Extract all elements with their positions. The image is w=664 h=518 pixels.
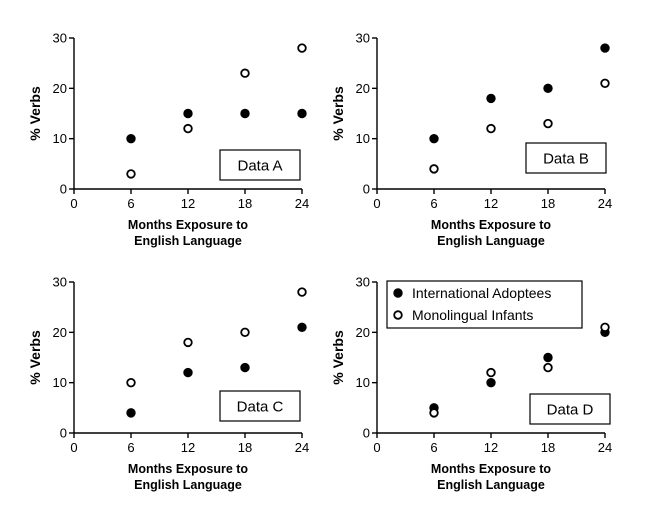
y-axis-label: % Verbs xyxy=(330,86,346,141)
chart-panel-3: 0 10 20 30 0 6 12 18 24 Months Exposure to English… xyxy=(27,275,309,493)
x-axis-label: English Language xyxy=(134,234,242,248)
legend: International Adoptees Monolingual Infant… xyxy=(386,280,583,329)
data-point-open xyxy=(429,408,439,418)
y-tick-label: 30 xyxy=(53,275,67,290)
panel-label: Data C xyxy=(237,399,284,416)
panel-label-box xyxy=(219,149,301,181)
y-tick-label: 20 xyxy=(53,81,67,96)
data-point-open xyxy=(543,362,553,373)
x-axis-label: Months Exposure to xyxy=(128,462,249,476)
x-tick-label: 0 xyxy=(70,196,77,211)
panel-label-box xyxy=(529,393,611,425)
x-axis-label: English Language xyxy=(437,478,545,492)
y-tick-label: 30 xyxy=(53,31,67,46)
y-axis-label: % Verbs xyxy=(330,330,346,385)
data-point-filled xyxy=(429,133,439,144)
panel-label-box xyxy=(525,142,607,174)
x-tick-label: 6 xyxy=(127,196,134,211)
data-point-open xyxy=(297,287,307,297)
data-point-filled xyxy=(240,362,250,373)
legend-marker-filled xyxy=(393,288,403,298)
data-point-open xyxy=(126,377,136,388)
data-point-filled xyxy=(297,322,307,332)
data-point-open xyxy=(183,123,193,134)
x-tick-label: 12 xyxy=(484,440,498,455)
data-point-open xyxy=(183,337,193,348)
x-tick-label: 12 xyxy=(484,196,498,211)
data-point-filled xyxy=(543,352,553,363)
chart-panel-2: 0 10 20 30 0 6 12 18 24 Months Exposure to English… xyxy=(330,31,612,249)
data-point-open xyxy=(297,43,307,53)
x-tick-label: 24 xyxy=(295,196,309,211)
data-point-filled xyxy=(486,93,496,104)
y-tick-label: 10 xyxy=(356,131,370,146)
y-tick-label: 0 xyxy=(363,426,370,441)
legend-box xyxy=(386,280,583,329)
x-axis-label: English Language xyxy=(134,478,242,492)
data-point-filled xyxy=(543,83,553,94)
chart-panel-1: 0 10 20 30 0 6 12 18 24 Months Exposure to English… xyxy=(27,31,309,249)
y-tick-label: 30 xyxy=(356,275,370,290)
y-tick-label: 0 xyxy=(363,182,370,197)
data-point-open xyxy=(600,78,610,88)
legend-entry: International Adoptees xyxy=(412,285,551,301)
x-tick-label: 0 xyxy=(373,440,380,455)
data-point-open xyxy=(486,367,496,378)
x-tick-label: 18 xyxy=(238,196,252,211)
y-tick-label: 10 xyxy=(53,131,67,146)
y-tick-label: 0 xyxy=(60,182,67,197)
data-point-open xyxy=(429,164,439,174)
panel-label: Data A xyxy=(237,158,282,175)
y-tick-label: 30 xyxy=(356,31,370,46)
y-tick-label: 0 xyxy=(60,426,67,441)
panel-label-box xyxy=(219,390,301,422)
x-tick-label: 24 xyxy=(295,440,309,455)
data-point-filled xyxy=(126,133,136,144)
data-point-open xyxy=(600,322,610,332)
y-tick-label: 20 xyxy=(356,325,370,340)
chart-panel-4: 0 10 20 30 0 6 12 18 24 Months Exposure to English… xyxy=(330,275,612,493)
x-tick-label: 24 xyxy=(598,196,612,211)
data-point-open xyxy=(486,123,496,134)
x-tick-label: 6 xyxy=(430,440,437,455)
x-tick-label: 0 xyxy=(373,196,380,211)
x-axis-label: English Language xyxy=(437,234,545,248)
legend-entry: Monolingual Infants xyxy=(412,307,533,323)
x-tick-label: 12 xyxy=(181,440,195,455)
x-tick-label: 18 xyxy=(238,440,252,455)
x-axis-label: Months Exposure to xyxy=(128,218,249,232)
y-tick-label: 10 xyxy=(356,375,370,390)
panel-label: Data B xyxy=(543,151,589,168)
y-tick-label: 20 xyxy=(356,81,370,96)
y-tick-label: 10 xyxy=(53,375,67,390)
data-point-open xyxy=(126,169,136,179)
legend-marker-open xyxy=(393,310,403,320)
data-point-filled xyxy=(126,408,136,418)
x-tick-label: 6 xyxy=(127,440,134,455)
y-axis-label: % Verbs xyxy=(27,86,43,141)
x-tick-label: 12 xyxy=(181,196,195,211)
y-tick-label: 20 xyxy=(53,325,67,340)
data-point-filled xyxy=(486,377,496,388)
x-tick-label: 0 xyxy=(70,440,77,455)
data-point-open xyxy=(240,68,250,78)
x-tick-label: 24 xyxy=(598,440,612,455)
x-tick-label: 18 xyxy=(541,196,555,211)
y-axis-label: % Verbs xyxy=(27,330,43,385)
panel-label: Data D xyxy=(547,402,594,419)
data-point-filled xyxy=(183,367,193,378)
data-point-filled xyxy=(183,108,193,119)
x-tick-label: 18 xyxy=(541,440,555,455)
data-point-filled xyxy=(297,108,307,119)
data-point-open xyxy=(543,118,553,129)
data-point-filled xyxy=(600,43,610,53)
x-axis-label: Months Exposure to xyxy=(431,218,552,232)
data-point-open xyxy=(240,327,250,338)
data-point-filled xyxy=(240,108,250,119)
x-tick-label: 6 xyxy=(430,196,437,211)
x-axis-label: Months Exposure to xyxy=(431,462,552,476)
